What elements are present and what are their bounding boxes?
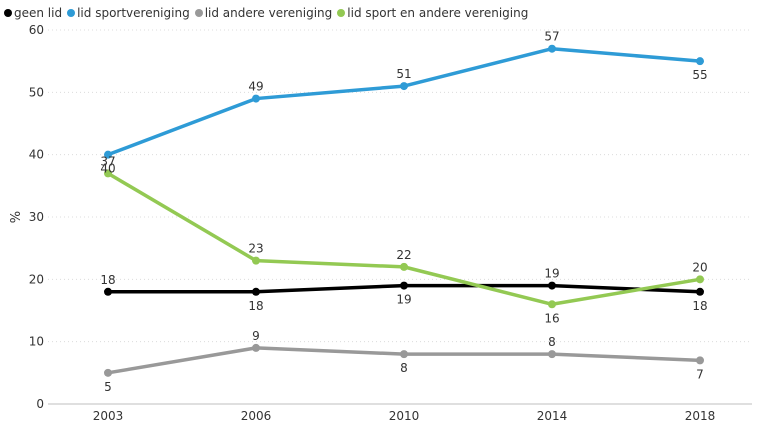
data-label: 20: [692, 260, 707, 274]
y-tick-label: 20: [29, 272, 44, 286]
legend-item: geen lid: [4, 6, 62, 20]
data-label: 55: [692, 68, 707, 82]
y-tick-label: 0: [36, 397, 44, 411]
data-label: 22: [396, 248, 411, 262]
y-tick-label: 60: [29, 23, 44, 37]
y-tick-label: 40: [29, 148, 44, 162]
x-tick-label: 2003: [93, 409, 124, 423]
y-tick-label: 10: [29, 335, 44, 349]
data-point: [696, 275, 704, 284]
data-point: [252, 343, 260, 352]
legend-marker: [194, 9, 203, 17]
legend: geen lid lid sportvereniging lid andere ve…: [4, 3, 533, 23]
data-label: 23: [248, 242, 263, 256]
data-point: [104, 368, 112, 377]
data-label: 8: [548, 335, 556, 349]
legend-item: lid sport en andere vereniging: [337, 6, 528, 20]
data-point: [400, 82, 408, 91]
data-point: [252, 94, 260, 103]
data-point: [400, 350, 408, 359]
y-tick-label: 30: [29, 210, 44, 224]
data-point: [696, 287, 704, 296]
y-axis-title: %: [9, 211, 24, 223]
data-point: [400, 281, 408, 290]
data-label: 57: [544, 30, 559, 44]
data-label: 51: [396, 67, 411, 81]
legend-marker: [67, 9, 76, 17]
data-point: [696, 57, 704, 66]
data-label: 18: [248, 299, 263, 313]
series-line: [106, 46, 702, 157]
data-label: 18: [692, 299, 707, 313]
x-tick-label: 2014: [537, 409, 568, 423]
data-label: 37: [100, 154, 115, 168]
data-label: 5: [104, 380, 112, 394]
data-point: [548, 350, 556, 359]
data-label: 16: [544, 311, 559, 325]
data-label: 49: [248, 80, 263, 94]
data-point: [252, 287, 260, 296]
data-point: [104, 169, 112, 178]
legend-label: geen lid: [14, 6, 63, 20]
x-tick-label: 2010: [389, 409, 420, 423]
data-point: [104, 150, 112, 159]
data-label: 8: [400, 361, 408, 375]
legend-marker: [337, 9, 346, 17]
y-tick-label: 50: [29, 85, 44, 99]
x-tick-label: 2018: [685, 409, 716, 423]
data-point: [252, 256, 260, 265]
data-label: 19: [396, 293, 411, 307]
legend-label: lid sportvereniging: [77, 6, 190, 20]
gridlines: [48, 29, 752, 343]
data-label: 7: [696, 367, 704, 381]
series: [104, 44, 704, 377]
legend-marker: [4, 9, 12, 17]
data-point: [548, 300, 556, 309]
legend-label: lid andere vereniging: [204, 6, 333, 20]
x-tick-label: 2006: [241, 409, 272, 423]
data-label: 9: [252, 329, 260, 343]
data-label: 18: [100, 273, 115, 287]
data-label: 40: [100, 162, 115, 176]
data-point: [548, 44, 556, 53]
legend-item: lid sportvereniging: [67, 6, 190, 20]
data-point: [400, 262, 408, 271]
data-label: 19: [544, 267, 559, 281]
data-point: [104, 287, 112, 296]
data-point: [696, 356, 704, 365]
legend-label: lid sport en andere vereniging: [347, 6, 529, 20]
data-point: [548, 281, 556, 290]
legend-item: lid andere vereniging: [194, 6, 333, 20]
